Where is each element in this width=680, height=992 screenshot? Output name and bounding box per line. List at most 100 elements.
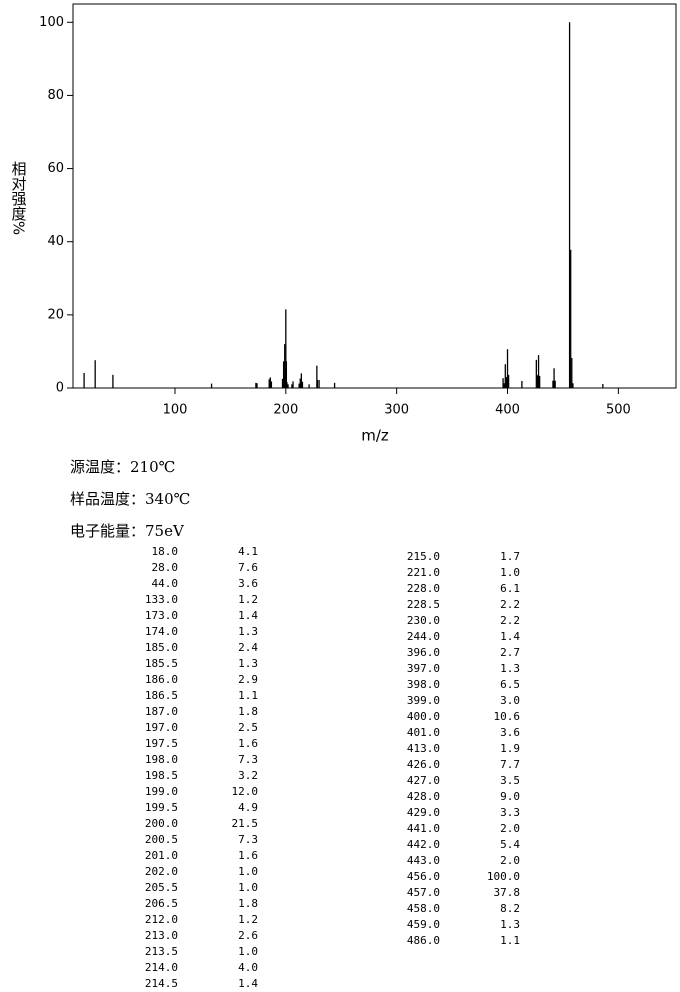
condition: 样品温度：340℃ bbox=[70, 490, 190, 508]
peak-intensity: 4.9 bbox=[238, 801, 258, 814]
peak-mz: 400.0 bbox=[407, 710, 440, 723]
peak-mz: 413.0 bbox=[407, 742, 440, 755]
peak-intensity: 7.3 bbox=[238, 753, 258, 766]
peak-mz: 228.0 bbox=[407, 582, 440, 595]
peak-mz: 197.5 bbox=[145, 737, 178, 750]
peak-mz: 244.0 bbox=[407, 630, 440, 643]
peak-intensity: 9.0 bbox=[500, 790, 520, 803]
peak-intensity: 2.2 bbox=[500, 614, 520, 627]
condition: 电子能量：75eV bbox=[70, 522, 185, 540]
peak-intensity: 1.3 bbox=[238, 625, 258, 638]
peak-mz: 228.5 bbox=[407, 598, 440, 611]
peak-mz: 398.0 bbox=[407, 678, 440, 691]
peak-intensity: 3.6 bbox=[238, 577, 258, 590]
peak-intensity: 1.3 bbox=[500, 662, 520, 675]
peak-mz: 202.0 bbox=[145, 865, 178, 878]
peak-intensity: 4.1 bbox=[238, 545, 258, 558]
peak-intensity: 1.9 bbox=[500, 742, 520, 755]
peak-intensity: 1.0 bbox=[500, 566, 520, 579]
x-tick-label: 300 bbox=[384, 403, 409, 418]
x-tick-label: 200 bbox=[273, 403, 298, 418]
peak-intensity: 1.2 bbox=[238, 913, 258, 926]
peak-intensity: 1.1 bbox=[238, 689, 258, 702]
peak-mz: 212.0 bbox=[145, 913, 178, 926]
peak-mz: 427.0 bbox=[407, 774, 440, 787]
peak-intensity: 1.6 bbox=[238, 849, 258, 862]
peak-intensity: 2.2 bbox=[500, 598, 520, 611]
peak-mz: 397.0 bbox=[407, 662, 440, 675]
peak-intensity: 8.2 bbox=[500, 902, 520, 915]
plot-frame bbox=[72, 3, 677, 389]
peak-mz: 442.0 bbox=[407, 838, 440, 851]
peak-intensity: 2.6 bbox=[238, 929, 258, 942]
peak-mz: 230.0 bbox=[407, 614, 440, 627]
peak-intensity: 3.3 bbox=[500, 806, 520, 819]
peak-mz: 399.0 bbox=[407, 694, 440, 707]
peak-mz: 205.5 bbox=[145, 881, 178, 894]
peak-mz: 443.0 bbox=[407, 854, 440, 867]
peak-intensity: 2.4 bbox=[238, 641, 258, 654]
y-tick-label: 100 bbox=[39, 15, 64, 30]
peak-mz: 213.0 bbox=[145, 929, 178, 942]
peak-mz: 428.0 bbox=[407, 790, 440, 803]
peak-intensity: 3.5 bbox=[500, 774, 520, 787]
peak-mz: 441.0 bbox=[407, 822, 440, 835]
y-tick-label: 80 bbox=[47, 88, 64, 103]
peak-mz: 187.0 bbox=[145, 705, 178, 718]
peak-intensity: 6.5 bbox=[500, 678, 520, 691]
peak-intensity: 7.3 bbox=[238, 833, 258, 846]
peak-intensity: 1.0 bbox=[238, 945, 258, 958]
peak-mz: 429.0 bbox=[407, 806, 440, 819]
peak-intensity: 7.6 bbox=[238, 561, 258, 574]
x-tick-label: 400 bbox=[495, 403, 520, 418]
peak-mz: 214.0 bbox=[145, 961, 178, 974]
peak-intensity: 5.4 bbox=[500, 838, 520, 851]
peak-intensity: 1.2 bbox=[238, 593, 258, 606]
peak-mz: 185.0 bbox=[145, 641, 178, 654]
peak-intensity: 1.3 bbox=[500, 918, 520, 931]
y-tick-label: 40 bbox=[47, 234, 64, 249]
peak-intensity: 1.0 bbox=[238, 865, 258, 878]
peak-intensity: 3.0 bbox=[500, 694, 520, 707]
peak-mz: 396.0 bbox=[407, 646, 440, 659]
peak-intensity: 4.0 bbox=[238, 961, 258, 974]
y-tick-label: 20 bbox=[47, 307, 64, 322]
peak-mz: 200.5 bbox=[145, 833, 178, 846]
peak-mz: 185.5 bbox=[145, 657, 178, 670]
peak-intensity: 21.5 bbox=[232, 817, 259, 830]
peak-intensity: 1.3 bbox=[238, 657, 258, 670]
peak-mz: 174.0 bbox=[145, 625, 178, 638]
peak-intensity: 1.6 bbox=[238, 737, 258, 750]
peak-mz: 198.0 bbox=[145, 753, 178, 766]
peak-mz: 206.5 bbox=[145, 897, 178, 910]
peak-intensity: 1.0 bbox=[238, 881, 258, 894]
y-axis-label: 相对强度% bbox=[10, 161, 28, 235]
peak-mz: 201.0 bbox=[145, 849, 178, 862]
peak-mz: 28.0 bbox=[152, 561, 179, 574]
peak-intensity: 2.0 bbox=[500, 854, 520, 867]
peak-intensity: 1.4 bbox=[238, 977, 258, 990]
peak-mz: 186.5 bbox=[145, 689, 178, 702]
peak-intensity: 1.4 bbox=[238, 609, 258, 622]
peak-mz: 133.0 bbox=[145, 593, 178, 606]
peak-intensity: 2.7 bbox=[500, 646, 520, 659]
y-tick-label: 60 bbox=[47, 161, 64, 176]
peak-intensity: 37.8 bbox=[494, 886, 521, 899]
peak-mz: 456.0 bbox=[407, 870, 440, 883]
peak-mz: 199.5 bbox=[145, 801, 178, 814]
peak-mz: 199.0 bbox=[145, 785, 178, 798]
peak-mz: 173.0 bbox=[145, 609, 178, 622]
peak-mz: 18.0 bbox=[152, 545, 179, 558]
peak-intensity: 100.0 bbox=[487, 870, 520, 883]
peak-mz: 44.0 bbox=[152, 577, 179, 590]
peak-mz: 459.0 bbox=[407, 918, 440, 931]
peak-intensity: 2.0 bbox=[500, 822, 520, 835]
peak-mz: 458.0 bbox=[407, 902, 440, 915]
peak-intensity: 1.1 bbox=[500, 934, 520, 947]
peak-mz: 214.5 bbox=[145, 977, 178, 990]
peak-mz: 221.0 bbox=[407, 566, 440, 579]
peak-mz: 215.0 bbox=[407, 550, 440, 563]
peak-mz: 457.0 bbox=[407, 886, 440, 899]
peak-mz: 213.5 bbox=[145, 945, 178, 958]
